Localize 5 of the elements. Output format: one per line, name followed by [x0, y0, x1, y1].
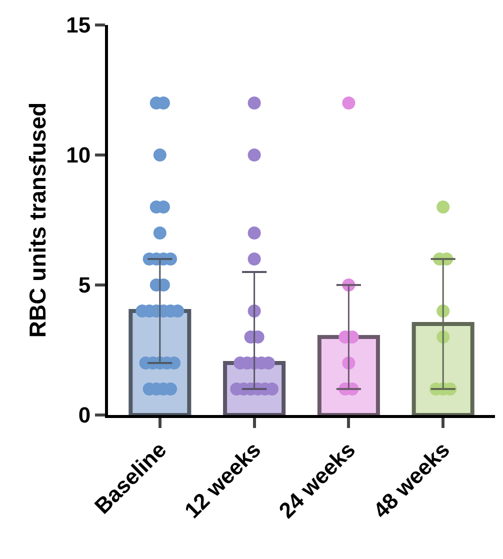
- y-tick-label: 10: [66, 142, 91, 168]
- y-axis-title: RBC units transfused: [24, 102, 51, 338]
- y-tick-label: 5: [78, 272, 91, 298]
- y-tick-label: 15: [66, 12, 91, 38]
- y-tick-label: 0: [78, 402, 91, 428]
